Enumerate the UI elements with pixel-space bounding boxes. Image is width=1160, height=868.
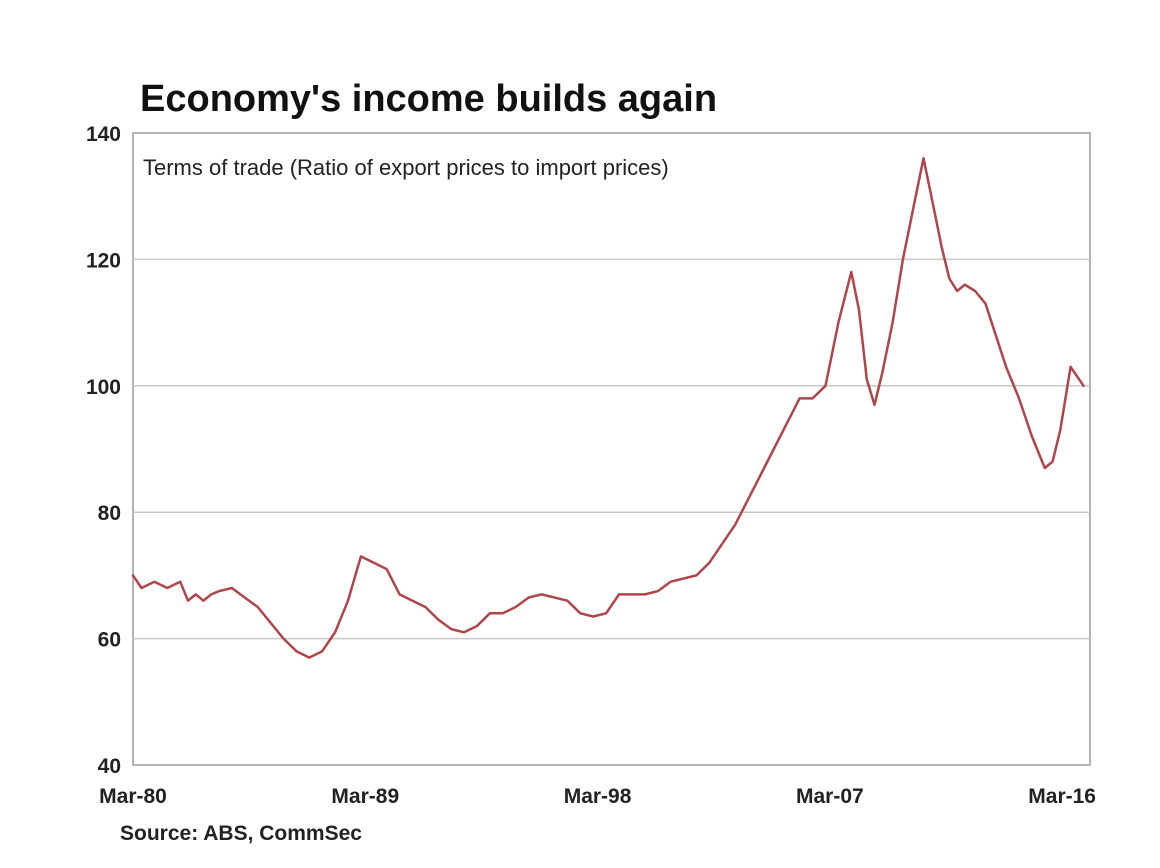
series-line-0 [131,157,1085,659]
chart-annotation: Terms of trade (Ratio of export prices t… [143,155,669,180]
chart-title: Economy's income builds again [140,78,718,120]
source-note: Source: ABS, CommSec [120,822,362,845]
x-tick-label: Mar-80 [99,785,167,808]
y-tick-label: 140 [86,123,121,146]
x-tick-label: Mar-89 [331,785,399,808]
y-tick-label: 80 [98,502,121,525]
x-tick-label: Mar-16 [1028,785,1096,808]
y-tick-label: 120 [86,249,121,272]
x-tick-label: Mar-07 [796,785,864,808]
y-tick-label: 40 [98,755,121,778]
x-tick-label: Mar-98 [564,785,632,808]
y-tick-label: 60 [98,629,121,652]
plot-frame [132,132,1091,766]
y-tick-label: 100 [86,376,121,399]
